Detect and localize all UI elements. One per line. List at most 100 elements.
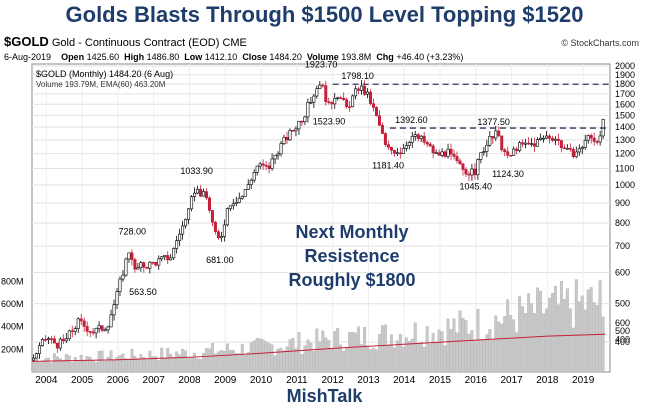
volume-bar [67, 355, 71, 373]
year-tick-label: 2018 [536, 375, 559, 386]
volume-bar [369, 349, 372, 373]
candle-body [37, 345, 41, 354]
open-label: Open [61, 52, 85, 62]
volume-bar [497, 321, 501, 373]
candle-body [136, 267, 140, 270]
volume-bar [193, 352, 196, 373]
candle-body [342, 97, 346, 100]
volume-bar [589, 287, 593, 373]
candle-body [336, 97, 340, 100]
volume-bar [70, 362, 74, 373]
candle-body [437, 152, 441, 156]
year-tick-label: 2016 [465, 375, 488, 386]
price-label: 681.00 [206, 255, 234, 265]
volume-bar [112, 360, 116, 373]
candle-body [139, 262, 143, 269]
candle-body [497, 130, 501, 137]
chart-headline: Golds Blasts Through $1500 Level Topping… [65, 2, 584, 27]
candle-body [121, 274, 125, 280]
candle-body [404, 145, 408, 149]
candle-body [276, 153, 280, 156]
candle-body [196, 188, 200, 194]
candle-body [521, 142, 525, 145]
candle-body [324, 85, 328, 102]
candle-body [553, 138, 557, 141]
volume-bar [360, 344, 364, 373]
volume-bar [208, 348, 211, 373]
candle-body [494, 130, 498, 139]
candle-body [574, 151, 578, 158]
volume-bar [288, 339, 292, 373]
candle-body [201, 191, 205, 197]
price-tick-label: 2000 [615, 61, 635, 71]
candle-body [285, 137, 289, 141]
candle-body [237, 198, 241, 203]
year-tick-label: 2017 [500, 375, 523, 386]
volume-bar [40, 360, 44, 373]
candle-body [157, 258, 161, 266]
candle-body [300, 120, 304, 123]
volume-bar [258, 338, 262, 373]
candle-body [163, 255, 167, 258]
volume-bar [553, 285, 557, 373]
candle-body [371, 103, 375, 108]
price-label: 1923.70 [305, 60, 338, 70]
price-tick-label: 700 [615, 241, 630, 251]
year-tick-label: 2007 [143, 375, 166, 386]
candle-body [169, 257, 173, 261]
candle-body [85, 326, 89, 332]
candle-body [547, 135, 551, 139]
volume-bar [166, 348, 170, 373]
price-tick-label: 1600 [615, 99, 635, 109]
candle-body [291, 130, 295, 132]
price-tick-label: 400 [615, 337, 630, 347]
price-tick-label: 1300 [615, 135, 635, 145]
volume-bar [300, 354, 304, 373]
close-value: 1484.20 [269, 52, 302, 62]
volume-bar [55, 356, 59, 373]
candle-body [279, 143, 283, 155]
volume-bar [601, 316, 605, 373]
candle-body [82, 320, 86, 327]
candle-body [327, 101, 331, 103]
volume-bar [279, 347, 283, 373]
candle-body [160, 256, 164, 260]
volume-bar [160, 347, 164, 373]
volume-bar [548, 297, 551, 373]
candle-body [500, 135, 504, 151]
candle-body [267, 165, 271, 169]
candle-body [321, 84, 325, 87]
source-credit: © StockCharts.com [561, 38, 639, 48]
candle-body [446, 148, 450, 157]
volume-bar [401, 346, 405, 373]
open-value: 1425.60 [86, 52, 120, 62]
volume-bar [297, 332, 301, 373]
candle-body [580, 147, 584, 150]
volume-bar [533, 313, 536, 373]
candle-body [431, 145, 435, 154]
volume-bar [550, 293, 554, 373]
candle-body [127, 252, 131, 260]
candle-body [443, 151, 447, 157]
volume-bar [348, 331, 352, 373]
volume-bar [222, 350, 226, 373]
candle-body [100, 325, 104, 331]
volume-bar [488, 329, 492, 373]
header-line-1: $GOLD Gold - Continuous Contract (EOD) C… [4, 34, 247, 49]
candle-body [425, 141, 429, 145]
candle-body [354, 88, 358, 97]
year-tick-label: 2019 [572, 375, 595, 386]
volume-bar [506, 299, 510, 373]
volume-bar [151, 356, 155, 373]
candle-body [595, 141, 599, 143]
volume-bar [345, 347, 349, 373]
year-tick-label: 2013 [357, 375, 380, 386]
volume-bar [240, 343, 244, 373]
candle-body [222, 224, 226, 237]
annotation-line-1: Next Monthly [295, 222, 409, 242]
volume-bar [449, 329, 453, 373]
candle-body [49, 338, 53, 340]
volume-bar [527, 293, 531, 373]
candle-body [348, 106, 352, 109]
volume-bar [270, 344, 274, 373]
